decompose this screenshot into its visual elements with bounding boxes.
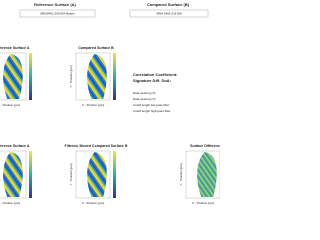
plot-title: Reference Surface A	[0, 46, 30, 50]
y-axis-label: Y - Position [µm]	[69, 163, 73, 185]
colorbar	[113, 151, 116, 198]
surface-image	[3, 152, 23, 197]
plot-title: Filtered, Moved Compared Surface B	[65, 144, 128, 148]
surface-image	[87, 152, 107, 197]
info-label: Data spacing (X):	[133, 91, 156, 95]
surface-image	[87, 54, 107, 99]
x-axis-label: X - Position [µm]	[192, 201, 214, 205]
x-axis-label: X - Position [µm]	[82, 103, 104, 107]
reference-name: SRM2461-200 EM Master	[40, 11, 75, 15]
surface-image	[197, 152, 217, 197]
info-label: Correlation Coefficient:	[133, 72, 177, 77]
plot-title: Reference Surface A	[0, 144, 30, 148]
info-label: Cutoff length low-pass filter:	[133, 103, 170, 107]
colorbar	[29, 53, 32, 100]
reference-field[interactable]	[19, 9, 96, 18]
reference-label: Reference Surface (A)	[34, 2, 76, 7]
surface-image	[3, 54, 23, 99]
screen: Reference Surface (A) Compared Surface (…	[0, 2, 220, 205]
colorbar	[29, 151, 32, 198]
plot-title: Compared Surface B	[78, 46, 114, 50]
y-axis-label: Y - Position [µm]	[179, 163, 183, 185]
compared-name: SRM 2461-214 EM	[156, 11, 182, 15]
compared-field[interactable]	[129, 9, 209, 18]
info-label: Signature Diff. DoA:	[133, 78, 171, 83]
x-axis-label: X - Position [µm]	[82, 201, 104, 205]
colorbar	[113, 53, 116, 100]
app-window: {"header": {"reference_label": "Referenc…	[0, 2, 220, 205]
info-label: Cutoff length high-pass filter:	[133, 109, 171, 113]
plot-title: Surface Difference	[190, 144, 220, 148]
x-axis-label: X - Position [µm]	[0, 103, 20, 107]
y-axis-label: Y - Position [µm]	[69, 65, 73, 87]
info-label: Data spacing (Y):	[133, 97, 156, 101]
x-axis-label: X - Position [µm]	[0, 201, 20, 205]
compared-label: Compared Surface (B)	[147, 2, 190, 7]
